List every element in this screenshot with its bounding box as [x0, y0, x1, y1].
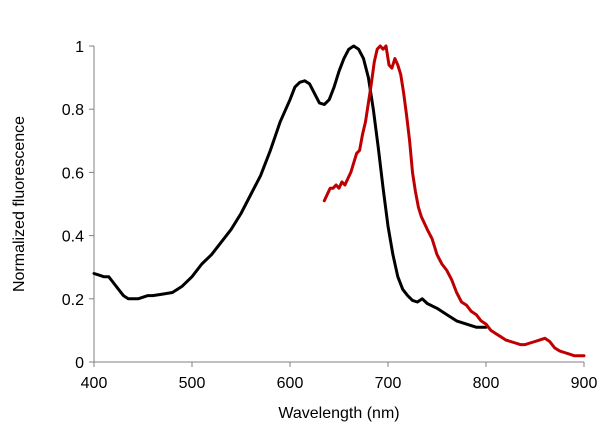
y-tick-label: 1 — [75, 39, 84, 56]
y-axis-title: Normalized fluorescence — [11, 116, 28, 292]
x-tick-label: 800 — [473, 375, 500, 392]
series-group — [92, 44, 586, 358]
y-tick-label: 0.6 — [62, 165, 84, 182]
y-ticks-group: 0 0.2 0.4 0.6 0.8 1 — [62, 39, 94, 372]
x-tick-label: 400 — [81, 375, 108, 392]
x-tick-label: 700 — [375, 375, 402, 392]
series-line-red — [322, 44, 586, 358]
series-line-black — [92, 44, 488, 329]
y-tick-label: 0.2 — [62, 292, 84, 309]
y-tick-label: 0 — [75, 355, 84, 372]
x-tick-label: 500 — [179, 375, 206, 392]
y-tick-label: 0.8 — [62, 102, 84, 119]
y-tick-label: 0.4 — [62, 229, 84, 246]
x-tick-label: 600 — [277, 375, 304, 392]
x-axis-title: Wavelength (nm) — [278, 405, 399, 422]
x-ticks-group: 400 500 600 700 800 900 — [81, 362, 598, 392]
x-tick-label: 900 — [571, 375, 598, 392]
